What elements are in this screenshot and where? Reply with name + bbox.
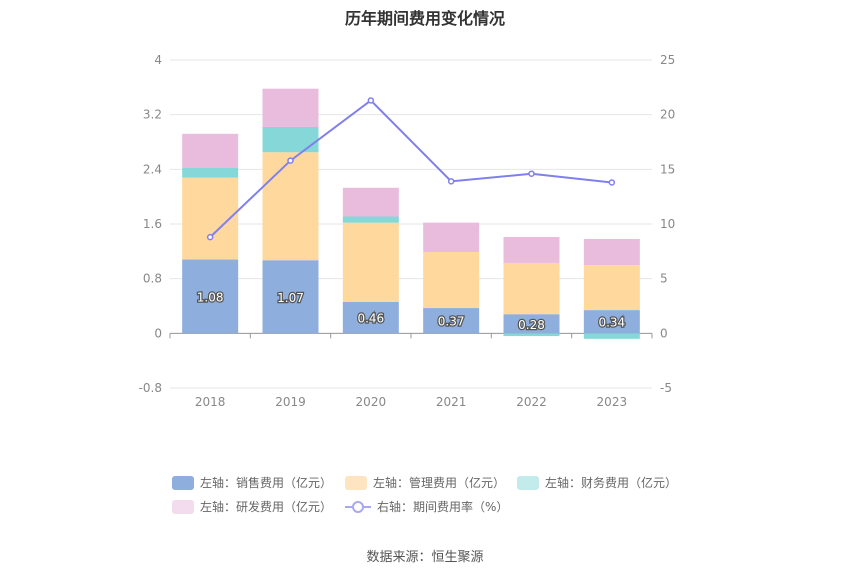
legend-item-sales[interactable]: 左轴：销售费用（亿元）	[172, 474, 332, 491]
bar-sales-2018	[182, 259, 239, 334]
legend-item-finance[interactable]: 左轴：财务费用（亿元）	[517, 474, 677, 491]
expense-ratio-point-2019	[287, 157, 294, 164]
legend-item-expense-ratio[interactable]: 右轴：期间费用率（%）	[345, 498, 508, 515]
legend-swatch	[172, 475, 194, 490]
x-axis-tick-label: 2018	[195, 395, 226, 409]
bar-sales-2023	[583, 310, 640, 334]
legend-item-admin[interactable]: 左轴：管理费用（亿元）	[345, 474, 505, 491]
bar-finance-2019	[262, 126, 319, 153]
right-axis-tick-label: 0	[660, 326, 668, 340]
bar-sales-2022	[503, 314, 560, 334]
bar-sales-2021	[423, 308, 480, 334]
x-axis-tick-label: 2020	[356, 395, 387, 409]
right-axis-tick-label: 20	[660, 108, 675, 122]
bar-data-label: 0.28	[518, 318, 545, 332]
bar-finance-2020	[342, 216, 399, 223]
legend-line-swatch	[345, 500, 371, 514]
x-axis-tick-label: 2022	[516, 395, 547, 409]
right-axis-tick-label: 25	[660, 53, 675, 67]
bar-data-label: 0.46	[357, 312, 384, 326]
expense-ratio-point-2021	[447, 178, 455, 185]
expense-ratio-point-2022	[528, 170, 535, 177]
right-axis-tick-label: 5	[660, 272, 668, 286]
x-axis-tick-label: 2023	[597, 395, 628, 409]
bar-rnd-2018	[182, 133, 239, 168]
expense-ratio-point-2020	[367, 97, 375, 104]
bar-finance-2018	[182, 167, 239, 178]
legend-item-rnd[interactable]: 左轴：研发费用（亿元）	[172, 498, 332, 515]
bar-rnd-2023	[583, 239, 640, 265]
right-axis-tick-label: -5	[660, 381, 672, 395]
right-axis-tick-label: 10	[660, 217, 675, 231]
x-axis-tick-label: 2021	[436, 395, 467, 409]
bar-rnd-2019	[262, 88, 319, 127]
bar-admin-2023	[583, 265, 640, 311]
expense-ratio-point-2018	[206, 233, 214, 241]
bar-data-label: 1.07	[277, 291, 304, 305]
left-axis-tick-label: -0.8	[139, 381, 162, 395]
legend-label: 左轴：销售费用（亿元）	[200, 476, 333, 490]
legend-label: 左轴：财务费用（亿元）	[545, 476, 678, 490]
bar-admin-2020	[342, 222, 399, 302]
left-axis-tick-label: 4	[154, 53, 162, 67]
expense-ratio-point-2023	[608, 179, 616, 186]
legend-swatch	[345, 475, 367, 490]
bar-sales-2019	[262, 260, 319, 334]
bar-admin-2021	[423, 252, 480, 309]
bar-data-label: 0.37	[438, 315, 465, 329]
legend-swatch	[172, 499, 194, 514]
left-axis-tick-label: 1.6	[143, 217, 162, 231]
right-axis-tick-label: 15	[660, 162, 675, 176]
bar-data-label: 1.08	[197, 290, 224, 304]
left-axis-tick-label: 0	[154, 326, 162, 340]
legend-label: 右轴：期间费用率（%）	[377, 500, 509, 514]
bar-admin-2019	[262, 152, 319, 261]
legend-label: 左轴：管理费用（亿元）	[373, 476, 506, 490]
data-source-note: 数据来源：恒生聚源	[366, 550, 484, 565]
legend-label: 左轴：研发费用（亿元）	[200, 500, 333, 514]
bar-rnd-2021	[423, 222, 480, 253]
legend-swatch	[517, 475, 539, 490]
bar-rnd-2022	[503, 236, 560, 263]
bar-rnd-2020	[342, 187, 399, 217]
bar-sales-2020	[342, 301, 399, 334]
bar-admin-2022	[503, 262, 560, 315]
x-axis-tick-label: 2019	[275, 395, 306, 409]
bar-data-label: 0.34	[598, 316, 625, 330]
bar-finance-2022	[503, 333, 560, 337]
left-axis-tick-label: 0.8	[143, 272, 162, 286]
bar-finance-2023	[583, 333, 640, 339]
left-axis-tick-label: 3.2	[143, 108, 162, 122]
expense-ratio-line	[209, 99, 612, 238]
chart-title: 历年期间费用变化情况	[344, 9, 505, 28]
left-axis-tick-label: 2.4	[143, 162, 162, 176]
